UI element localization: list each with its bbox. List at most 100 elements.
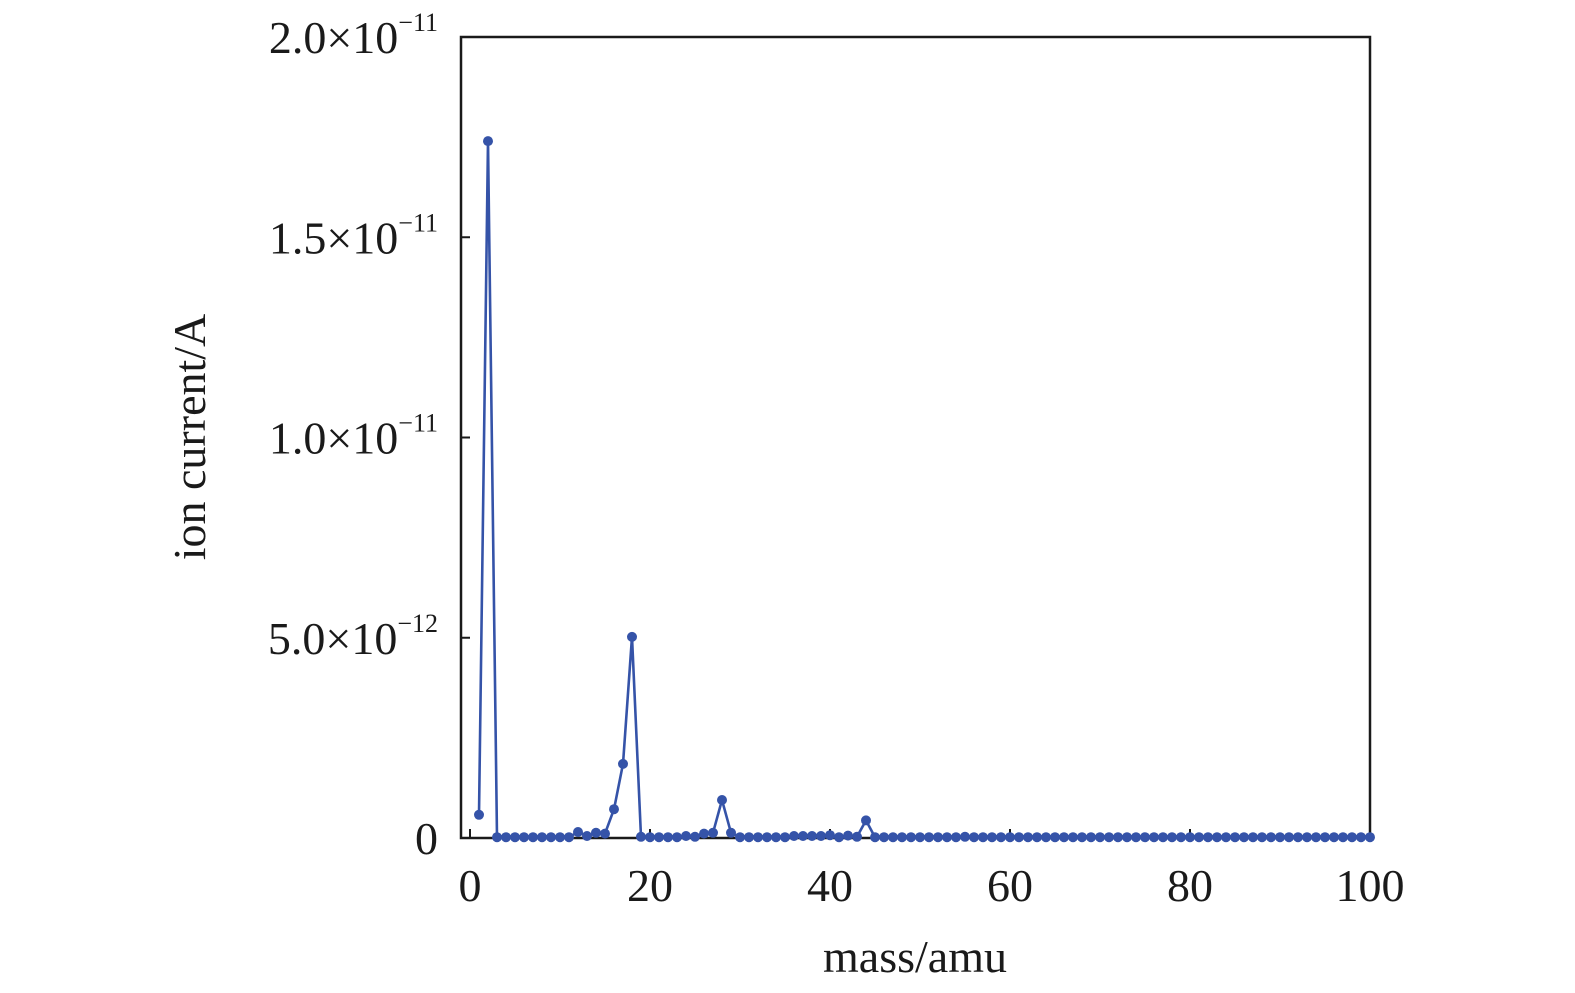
data-point [510, 832, 520, 843]
data-point [699, 828, 709, 839]
data-point [537, 832, 547, 843]
data-point [1050, 832, 1060, 843]
data-point [609, 804, 619, 815]
x-tick-label: 40 [807, 860, 853, 911]
data-point [1212, 832, 1222, 843]
data-point [1239, 832, 1249, 843]
y-tick-label: 1.5×10−11 [269, 208, 438, 263]
data-point [798, 831, 808, 841]
data-point [888, 832, 898, 843]
data-point [618, 758, 628, 769]
data-point [501, 832, 511, 843]
data-point [717, 795, 727, 805]
data-point [987, 832, 997, 843]
data-point [1284, 832, 1294, 843]
data-point [627, 631, 637, 642]
data-point [672, 832, 682, 843]
data-point [789, 831, 799, 841]
data-point [1122, 832, 1132, 843]
data-point [1113, 832, 1123, 843]
data-point [573, 827, 583, 837]
data-point [1077, 832, 1087, 843]
data-point [1149, 832, 1159, 843]
data-point [735, 832, 745, 843]
x-tick-label: 20 [627, 860, 673, 911]
data-point [1230, 832, 1240, 843]
series-points [474, 136, 1375, 843]
data-point [744, 832, 754, 843]
data-point [1005, 832, 1015, 843]
data-point [1023, 832, 1033, 843]
data-point [1095, 832, 1105, 843]
data-point [1266, 832, 1276, 843]
y-tick-label: 0 [415, 813, 438, 864]
data-point [1131, 832, 1141, 843]
data-point [870, 832, 880, 843]
data-point [483, 136, 493, 147]
data-point [663, 832, 673, 843]
data-point [654, 832, 664, 843]
data-point [1185, 832, 1195, 843]
y-axis-ticks: 0 5.0×10−12 1.0×10−11 1.5×10−11 2.0×10−11 [268, 8, 470, 864]
data-point [1086, 832, 1096, 843]
data-point [681, 831, 691, 841]
data-point [1329, 832, 1339, 843]
data-point [1059, 832, 1069, 843]
data-point [1014, 832, 1024, 843]
data-point [600, 828, 610, 839]
data-point [1158, 832, 1168, 843]
data-point [645, 832, 655, 843]
data-point [1320, 832, 1330, 843]
data-point [861, 815, 871, 826]
plot-frame [459, 35, 1372, 840]
data-point [951, 832, 961, 843]
data-point [726, 827, 736, 838]
x-tick-label: 100 [1336, 860, 1405, 911]
data-point [519, 832, 529, 843]
data-point [1347, 832, 1357, 843]
data-point [1248, 832, 1258, 843]
data-point [843, 830, 853, 841]
data-point [1293, 832, 1303, 843]
data-point [924, 832, 934, 843]
data-point [1221, 832, 1231, 843]
data-point [1041, 832, 1051, 843]
data-point [879, 832, 889, 843]
y-tick-label: 2.0×10−11 [269, 8, 438, 63]
data-point [1338, 832, 1348, 843]
x-tick-label: 80 [1167, 860, 1213, 911]
data-point [1176, 832, 1186, 843]
data-point [825, 830, 835, 841]
data-point [753, 832, 763, 843]
x-axis-ticks: 0 20 40 60 80 100 [459, 829, 1405, 911]
data-point [564, 832, 574, 843]
data-point [852, 831, 862, 842]
data-point [1032, 832, 1042, 843]
data-point [555, 832, 565, 843]
data-point [1365, 832, 1375, 843]
data-point [1194, 832, 1204, 843]
data-point [834, 832, 844, 843]
y-tick-label: 5.0×10−12 [268, 609, 438, 664]
data-point [1356, 832, 1366, 843]
data-point [996, 832, 1006, 843]
data-point [1068, 832, 1078, 843]
x-axis-title: mass/amu [823, 931, 1007, 982]
data-point [582, 831, 592, 841]
data-point [1311, 832, 1321, 843]
data-point [978, 832, 988, 843]
data-point [780, 832, 790, 843]
data-point [1302, 832, 1312, 843]
data-point [1140, 832, 1150, 843]
data-point [1203, 832, 1213, 843]
data-point [546, 832, 556, 843]
data-point [942, 832, 952, 843]
data-point [636, 831, 646, 842]
data-point [1167, 832, 1177, 843]
data-point [591, 827, 601, 838]
data-point [816, 831, 826, 841]
x-tick-label: 0 [459, 860, 482, 911]
data-point [915, 832, 925, 843]
data-point [690, 831, 700, 842]
